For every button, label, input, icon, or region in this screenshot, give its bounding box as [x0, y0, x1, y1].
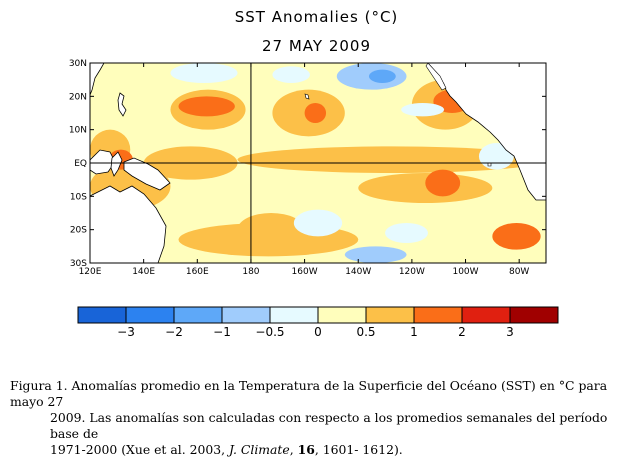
- colorbar-swatch: [221, 306, 271, 324]
- land-australia: [90, 185, 167, 263]
- anomaly-region: [304, 103, 327, 123]
- colorbar-swatch: [461, 306, 511, 324]
- y-tick-label: 30S: [70, 259, 87, 269]
- anomaly-region: [401, 103, 445, 117]
- x-tick-label: 80W: [509, 267, 529, 277]
- x-tick-label: 160W: [292, 267, 318, 277]
- anomaly-region: [358, 173, 493, 203]
- colorbar-label: −0.5: [255, 325, 284, 339]
- colorbar-swatch: [365, 306, 415, 324]
- colorbar-label: 0.5: [356, 325, 375, 339]
- anomaly-region: [385, 223, 428, 243]
- anomaly-region: [368, 69, 396, 84]
- y-tick-label: 30N: [69, 59, 87, 69]
- chart-title: SST Anomalies (°C): [234, 8, 399, 26]
- colorbar-label: −1: [213, 325, 231, 339]
- anomaly-region: [237, 213, 305, 247]
- sst-anomaly-map: 120E 140E 160E 180 160W 140W 120W 100W 80W 30N 20N…: [69, 59, 559, 339]
- land-hawaii: [304, 93, 310, 100]
- colorbar-label: 2: [458, 325, 466, 339]
- anomaly-region: [293, 209, 343, 237]
- colorbar-swatch: [77, 306, 127, 324]
- land-sulawesi: [110, 151, 123, 177]
- colorbar-label: 3: [506, 325, 514, 339]
- colorbar-swatch: [125, 306, 175, 324]
- figure-caption: Figura 1. Anomalías promedio en la Tempe…: [10, 378, 625, 458]
- anomaly-region: [344, 246, 407, 263]
- anomaly-region: [272, 66, 310, 83]
- x-tick-label: 100W: [452, 267, 478, 277]
- caption-line-3: 1971-2000 (Xue et al. 2003, J. Climate, …: [50, 442, 403, 457]
- y-tick-label: 10S: [70, 192, 87, 202]
- land-asia: [90, 63, 105, 96]
- colorbar-swatch: [173, 306, 223, 324]
- colorbar-swatch: [269, 306, 319, 324]
- anomaly-region: [170, 63, 238, 83]
- colorbar-swatch: [317, 306, 367, 324]
- x-tick-label: 120W: [399, 267, 425, 277]
- y-tick-label: 10N: [69, 126, 87, 136]
- land-philippines: [117, 92, 127, 117]
- anomaly-region: [425, 169, 461, 197]
- chart-subtitle: 27 MAY 2009: [262, 37, 371, 55]
- y-tick-label: 20S: [70, 226, 87, 236]
- y-tick-label: EQ: [74, 159, 87, 169]
- colorbar-swatch: [509, 306, 559, 324]
- x-tick-label: 140E: [132, 267, 155, 277]
- x-tick-label: 160E: [186, 267, 209, 277]
- colorbar-swatch: [413, 306, 463, 324]
- caption-journal: J. Climate: [229, 442, 290, 457]
- caption-volume: 16: [297, 442, 315, 457]
- y-tick-label: 20N: [69, 92, 87, 102]
- colorbar-label: −2: [165, 325, 183, 339]
- caption-line-1: Figura 1. Anomalías promedio en la Tempe…: [10, 378, 608, 409]
- x-tick-label: 140W: [345, 267, 371, 277]
- x-tick-label: 180: [242, 267, 259, 277]
- colorbar-label: 0: [314, 325, 322, 339]
- anomaly-region: [178, 96, 235, 117]
- caption-line-2: 2009. Las anomalías son calculadas con r…: [50, 410, 608, 441]
- anomaly-region: [492, 223, 541, 250]
- land-baja: [425, 63, 447, 91]
- x-tick-label: 120E: [79, 267, 102, 277]
- land-new-guinea: [123, 157, 171, 191]
- colorbar-label: 1: [410, 325, 418, 339]
- colorbar-label: −3: [117, 325, 135, 339]
- anomaly-region: [237, 146, 546, 174]
